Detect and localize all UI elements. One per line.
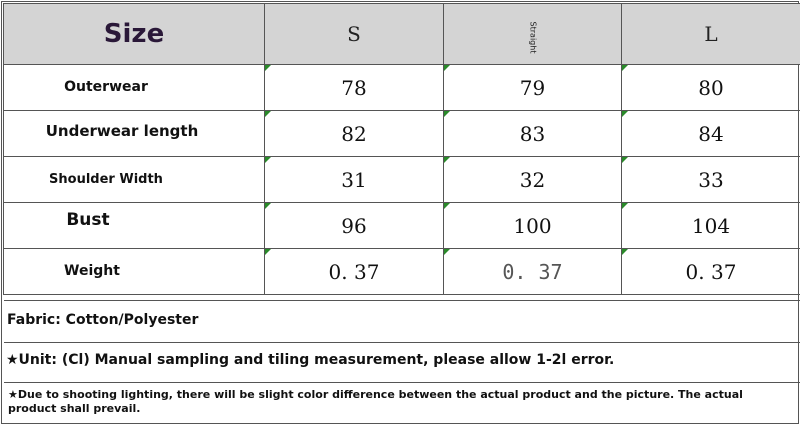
corner-mark	[265, 203, 271, 209]
cell-value: 31	[341, 168, 366, 192]
table-cell: 96	[265, 203, 444, 249]
cell-value: 0. 37	[686, 260, 737, 284]
corner-mark	[444, 65, 450, 71]
table-cell: 80	[622, 65, 800, 111]
corner-mark	[622, 203, 628, 209]
table-cell: 79	[444, 65, 622, 111]
cell-value: 79	[520, 76, 545, 100]
corner-mark	[444, 111, 450, 117]
header-col-l: L	[622, 4, 800, 65]
row-label-outerwear: Outerwear	[64, 79, 148, 95]
table-cell: 104	[622, 203, 800, 249]
corner-mark	[265, 65, 271, 71]
cell-value: 96	[341, 214, 366, 238]
table-cell: 0. 37	[444, 249, 622, 295]
row-label-bust: Bust	[66, 210, 109, 230]
table-cell: 100	[444, 203, 622, 249]
table-row-outerwear: Outerwear 78 79 80	[4, 65, 800, 111]
corner-mark	[622, 65, 628, 71]
corner-mark	[444, 249, 450, 255]
table-cell: 31	[265, 157, 444, 203]
column-header-l: L	[704, 22, 717, 46]
unit-note: ★Unit: (Cl) Manual sampling and tiling m…	[4, 342, 800, 382]
row-label-cell: Bust	[4, 203, 265, 249]
table-cell: 0. 37	[265, 249, 444, 295]
header-col-m: Straight	[444, 4, 622, 65]
corner-mark	[265, 157, 271, 163]
cell-value: 33	[698, 168, 723, 192]
cell-value: 80	[698, 76, 723, 100]
corner-mark	[622, 157, 628, 163]
table-row-bust: Bust 96 100 104	[4, 203, 800, 249]
table-row-underwear-length: Underwear length 82 83 84	[4, 111, 800, 157]
row-label-cell: Shoulder Width	[4, 157, 265, 203]
table-row-weight: Weight 0. 37 0. 37 0. 37	[4, 249, 800, 295]
table-cell: 32	[444, 157, 622, 203]
table-cell: 33	[622, 157, 800, 203]
row-label-underwear-length: Underwear length	[46, 122, 199, 140]
corner-mark	[265, 111, 271, 117]
column-header-s: S	[347, 22, 361, 46]
corner-mark	[622, 111, 628, 117]
row-label-cell: Weight	[4, 249, 265, 295]
header-col-s: S	[265, 4, 444, 65]
table-header-row: Size S Straight L	[4, 4, 800, 65]
table-cell: 78	[265, 65, 444, 111]
cell-value: 84	[698, 122, 723, 146]
cell-value: 78	[341, 76, 366, 100]
row-label-cell: Underwear length	[4, 111, 265, 157]
header-size-cell: Size	[4, 4, 265, 65]
lighting-note: ★Due to shooting lighting, there will be…	[4, 382, 800, 426]
corner-mark	[444, 203, 450, 209]
cell-value: 0. 37	[502, 260, 562, 284]
table-cell: 0. 37	[622, 249, 800, 295]
fabric-note: Fabric: Cotton/Polyester	[4, 300, 800, 342]
corner-mark	[265, 249, 271, 255]
cell-value: 83	[520, 122, 545, 146]
table-row-shoulder-width: Shoulder Width 31 32 33	[4, 157, 800, 203]
row-label-shoulder-width: Shoulder Width	[49, 172, 163, 187]
cell-value: 0. 37	[329, 260, 380, 284]
cell-value: 32	[520, 168, 545, 192]
cell-value: 100	[513, 214, 551, 238]
corner-mark	[444, 157, 450, 163]
cell-value: 104	[692, 214, 730, 238]
size-header-label: Size	[104, 19, 164, 49]
column-header-straight: Straight	[528, 21, 537, 53]
table-cell: 84	[622, 111, 800, 157]
table-cell: 82	[265, 111, 444, 157]
size-table: Size S Straight L Outerwear 78 79 80 Und…	[3, 3, 800, 295]
row-label-weight: Weight	[64, 263, 120, 279]
corner-mark	[622, 249, 628, 255]
cell-value: 82	[341, 122, 366, 146]
row-label-cell: Outerwear	[4, 65, 265, 111]
table-cell: 83	[444, 111, 622, 157]
